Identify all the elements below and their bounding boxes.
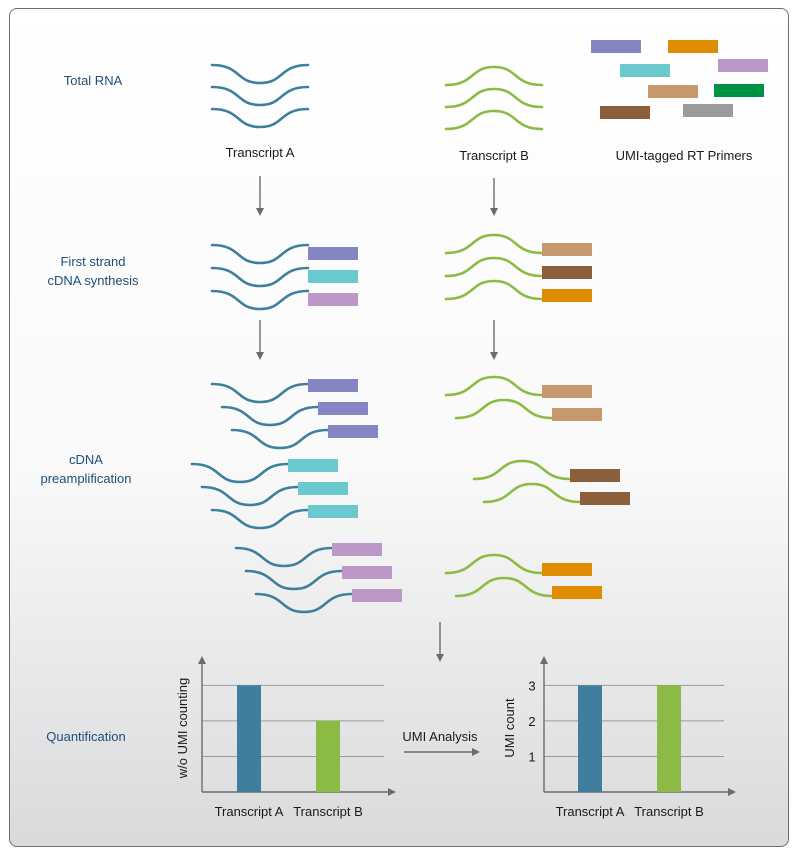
- amplicon-a-primer: [308, 505, 358, 518]
- category-label: Transcript A: [556, 804, 625, 819]
- amplicon-b-primer: [552, 586, 602, 599]
- cdna-b-strand: [444, 279, 544, 301]
- umi-primer-bar: [591, 40, 641, 53]
- amplicon-b-primer: [542, 563, 592, 576]
- step-label-first-strand-line2: cDNA synthesis: [47, 273, 139, 288]
- transcript-a-strand: [210, 63, 310, 85]
- y-tick-label: 1: [528, 749, 535, 764]
- step-label-first-strand-line1: First strand: [60, 254, 125, 269]
- cdna-b-primer: [542, 243, 592, 256]
- amplicon-b-primer: [570, 469, 620, 482]
- cdna-a-strand: [210, 266, 310, 288]
- transcript-b-strands: [444, 65, 582, 598]
- umi-analysis-label: UMI Analysis: [402, 729, 478, 744]
- amplicon-b-strand: [444, 553, 544, 575]
- umi-primer-bar: [648, 85, 698, 98]
- cdna-a-primer: [308, 293, 358, 306]
- step-label-total-rna: Total RNA: [64, 73, 123, 88]
- transcript-b-strand: [444, 109, 544, 131]
- transcript-a-strand: [210, 85, 310, 107]
- amplicon-b-strand: [444, 375, 544, 397]
- umi-primer-bar: [620, 64, 670, 77]
- bar-transcript-b: [657, 685, 681, 792]
- amplicon-a-primer: [332, 543, 382, 556]
- y-axis-label: w/o UMI counting: [175, 678, 190, 779]
- transcript-a-strands: [190, 63, 354, 614]
- umi-primer-bar: [718, 59, 768, 72]
- umi-primer-bar: [668, 40, 718, 53]
- transcript-b-strand: [444, 87, 544, 109]
- cdna-a-primer: [308, 270, 358, 283]
- y-axis-label: UMI count: [502, 698, 517, 758]
- amplicon-a-strand: [210, 508, 310, 530]
- bar-transcript-a: [578, 685, 602, 792]
- amplicon-a-strand: [210, 382, 310, 404]
- bar-transcript-a: [237, 685, 261, 792]
- amplicon-a-strand: [254, 592, 354, 614]
- transcript-a-strand: [210, 107, 310, 129]
- umi-primer-bar: [600, 106, 650, 119]
- cdna-b-primer: [542, 289, 592, 302]
- amplicon-a-primer: [288, 459, 338, 472]
- amplicon-b-primer: [552, 408, 602, 421]
- flow-arrows: [256, 176, 498, 662]
- transcript-a-label: Transcript A: [226, 145, 295, 160]
- amplicon-a-primer: [328, 425, 378, 438]
- category-label: Transcript A: [215, 804, 284, 819]
- bar-transcript-b: [316, 720, 340, 792]
- y-tick-label: 2: [528, 714, 535, 729]
- category-label: Transcript B: [293, 804, 363, 819]
- amplicon-a-strand: [190, 462, 290, 484]
- umi-primers-label: UMI-tagged RT Primers: [616, 148, 753, 163]
- cdna-a-strand: [210, 243, 310, 265]
- umi-primer-bar: [683, 104, 733, 117]
- amplicon-a-primer: [318, 402, 368, 415]
- cdna-b-primer: [542, 266, 592, 279]
- amplicon-a-strand: [230, 428, 330, 450]
- amplicon-a-primer: [342, 566, 392, 579]
- amplicon-a-primer: [308, 379, 358, 392]
- step-label-preamp-line2: preamplification: [40, 471, 131, 486]
- cdna-a-primer: [308, 247, 358, 260]
- amplicon-b-strand: [454, 398, 554, 420]
- amplicon-b-strand: [472, 459, 572, 481]
- umi-primer-bar: [714, 84, 764, 97]
- step-label-preamp-line1: cDNA: [69, 452, 103, 467]
- amplicon-a-strand: [234, 546, 334, 568]
- transcript-b-strand: [444, 65, 544, 87]
- umi-primers: [288, 40, 768, 602]
- cdna-a-strand: [210, 289, 310, 311]
- cdna-b-strand: [444, 256, 544, 278]
- step-label-quantification: Quantification: [46, 729, 126, 744]
- amplicon-a-primer: [298, 482, 348, 495]
- amplicon-b-primer: [542, 385, 592, 398]
- chart-without-umi: Transcript A Transcript B w/o UMI counting: [175, 656, 396, 819]
- amplicon-a-strand: [220, 405, 320, 427]
- transcript-b-label: Transcript B: [459, 148, 529, 163]
- amplicon-b-primer: [580, 492, 630, 505]
- amplicon-a-strand: [200, 485, 300, 507]
- chart-umi-count: Transcript A Transcript B 1 2 3 UMI count: [502, 656, 736, 819]
- cdna-b-strand: [444, 233, 544, 255]
- amplicon-b-strand: [454, 576, 554, 598]
- amplicon-b-strand: [482, 482, 582, 504]
- amplicon-a-primer: [352, 589, 402, 602]
- amplicon-a-strand: [244, 569, 344, 591]
- category-label: Transcript B: [634, 804, 704, 819]
- y-tick-label: 3: [528, 678, 535, 693]
